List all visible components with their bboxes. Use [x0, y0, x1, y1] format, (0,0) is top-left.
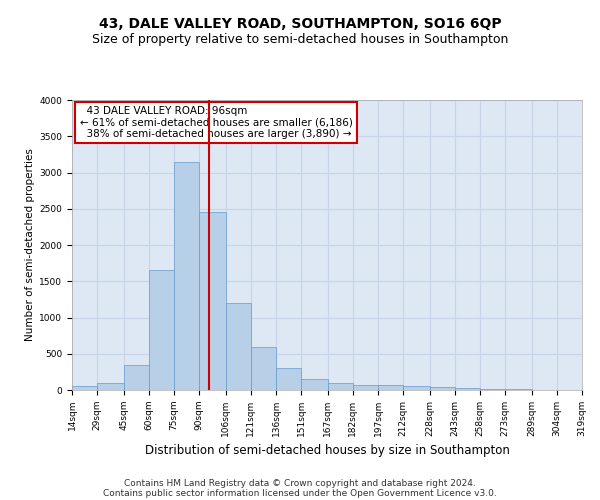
Bar	[226, 303, 251, 390]
Bar	[124, 364, 149, 390]
Bar	[378, 386, 403, 390]
Bar	[403, 386, 430, 390]
Text: Contains HM Land Registry data © Crown copyright and database right 2024.: Contains HM Land Registry data © Crown c…	[124, 478, 476, 488]
Y-axis label: Number of semi-detached properties: Number of semi-detached properties	[25, 148, 35, 342]
Text: 43 DALE VALLEY ROAD: 96sqm
← 61% of semi-detached houses are smaller (6,186)
  3: 43 DALE VALLEY ROAD: 96sqm ← 61% of semi…	[80, 106, 353, 139]
Text: 43, DALE VALLEY ROAD, SOUTHAMPTON, SO16 6QP: 43, DALE VALLEY ROAD, SOUTHAMPTON, SO16 …	[98, 18, 502, 32]
Bar	[455, 388, 480, 390]
Bar	[251, 346, 276, 390]
Bar	[353, 384, 378, 390]
Bar	[72, 386, 97, 390]
Bar	[301, 379, 328, 390]
X-axis label: Distribution of semi-detached houses by size in Southampton: Distribution of semi-detached houses by …	[145, 444, 509, 458]
Bar	[276, 368, 301, 390]
Bar	[430, 387, 455, 390]
Bar	[174, 162, 199, 390]
Bar	[97, 383, 124, 390]
Bar	[149, 270, 174, 390]
Text: Size of property relative to semi-detached houses in Southampton: Size of property relative to semi-detach…	[92, 32, 508, 46]
Bar	[199, 212, 226, 390]
Text: Contains public sector information licensed under the Open Government Licence v3: Contains public sector information licen…	[103, 488, 497, 498]
Bar	[328, 383, 353, 390]
Bar	[480, 389, 505, 390]
